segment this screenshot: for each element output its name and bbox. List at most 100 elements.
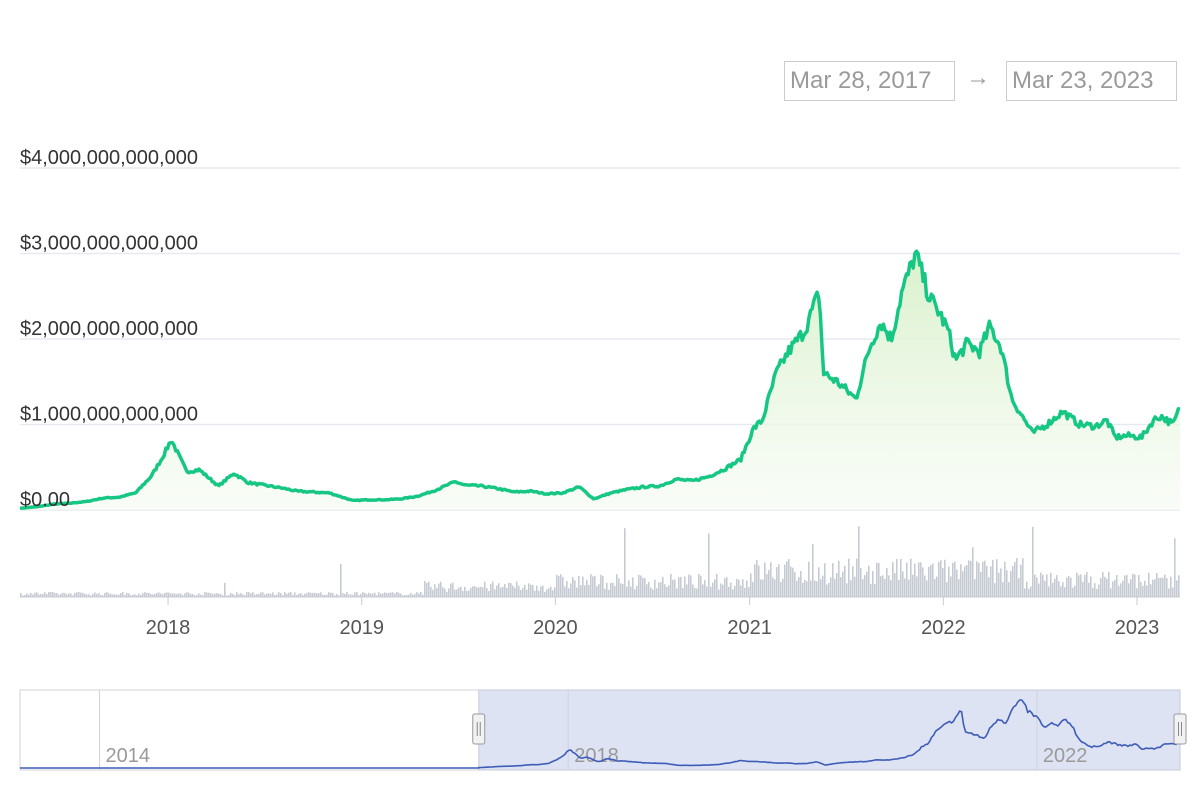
volume-bar [298,593,300,597]
navigator[interactable]: 2014 2018 2022 [19,689,1187,771]
volume-bar [188,592,190,597]
x-tick-label: 2023 [1115,617,1160,639]
volume-bar [820,579,822,597]
y-tick-label: $3,000,000,000,000 [20,233,198,255]
volume-bar [788,559,790,597]
volume-bar [890,580,892,597]
volume-bar [192,594,194,597]
volume-bar [1076,572,1078,597]
volume-bar [204,591,206,597]
volume-bar [206,592,208,597]
navigator-left-handle[interactable] [472,713,486,745]
volume-bar [302,595,304,597]
navigator-right-handle[interactable] [1173,713,1187,745]
volume-bar [582,576,584,597]
volume-bar [1028,588,1030,597]
volume-bar [872,571,874,597]
volume-bar [268,593,270,597]
volume-bar [1050,572,1052,597]
volume-bar [600,574,602,597]
volume-bar [928,566,930,597]
volume-bar [754,564,756,597]
volume-bar [1026,581,1028,597]
volume-bar [240,593,242,597]
volume-bar [926,580,928,597]
volume-bar [656,588,658,597]
x-tick-label: 2019 [339,617,384,639]
volume-bar [468,590,470,597]
volume-bar [736,578,738,597]
volume-bar [988,577,990,597]
volume-bar [418,593,420,597]
volume-bar [734,585,736,597]
volume-bar [816,581,818,597]
volume-bar [964,566,966,597]
volume-bar [226,595,228,597]
volume-bar [84,593,86,597]
volume-bar [220,594,222,597]
volume-bar [894,573,896,597]
volume-bar [24,595,26,597]
volume-bar [706,586,708,597]
volume-bar [154,593,156,597]
volume-bar [624,528,626,597]
volume-bar [864,575,866,597]
volume-bar [886,568,888,597]
volume-bar [146,592,148,597]
volume-bar [1086,572,1088,597]
volume-bar [998,572,1000,597]
volume-bar [968,560,970,597]
volume-bar [28,594,30,597]
volume-bar [126,592,128,597]
volume-bar [852,566,854,597]
volume-bar [80,592,82,597]
y-tick-label: $4,000,000,000,000 [20,147,198,169]
navigator-selection[interactable] [478,689,1181,771]
volume-bar [760,579,762,597]
volume-bar [554,587,556,597]
volume-bar [658,582,660,597]
volume-bar [712,582,714,597]
volume-bar [88,594,90,597]
volume-bar [1124,575,1126,597]
x-tick-label: 2021 [727,617,772,639]
volume-bar [186,592,188,597]
volume-bar [1118,585,1120,597]
volume-bar [446,591,448,597]
volume-bar [344,593,346,597]
volume-bar [104,593,106,597]
volume-bar [846,583,848,597]
volume-bar [796,580,798,597]
volume-bar [618,578,620,597]
volume-bar [862,579,864,597]
volume-bar [832,563,834,597]
volume-bar [510,583,512,597]
volume-bar [1046,574,1048,597]
volume-bar [322,594,324,597]
volume-bar [954,561,956,597]
volume-bar [400,593,402,597]
volume-bar [900,559,902,597]
volume-bar [586,579,588,597]
volume-bar [982,561,984,597]
volume-bar [602,575,604,597]
volume-bar [550,586,552,597]
volume-bar [996,559,998,597]
volume-bar [1120,583,1122,597]
volume-bar [274,594,276,597]
volume-bar [326,594,328,597]
volume-bar [1068,575,1070,597]
volume-bar [596,586,598,597]
volume-bar [1140,581,1142,597]
volume-bar [222,595,224,597]
volume-bar [1176,580,1178,597]
volume-bar [746,580,748,597]
volume-bar [680,576,682,597]
start-date-input[interactable]: Mar 28, 2017 [784,61,955,101]
y-axis-labels: $0.00 $1,000,000,000,000 $2,000,000,000,00… [20,147,198,511]
volume-bar [288,592,290,597]
volume-bar [738,579,740,597]
volume-bar [272,592,274,597]
volume-bar [742,579,744,597]
end-date-input[interactable]: Mar 23, 2023 [1006,61,1177,101]
